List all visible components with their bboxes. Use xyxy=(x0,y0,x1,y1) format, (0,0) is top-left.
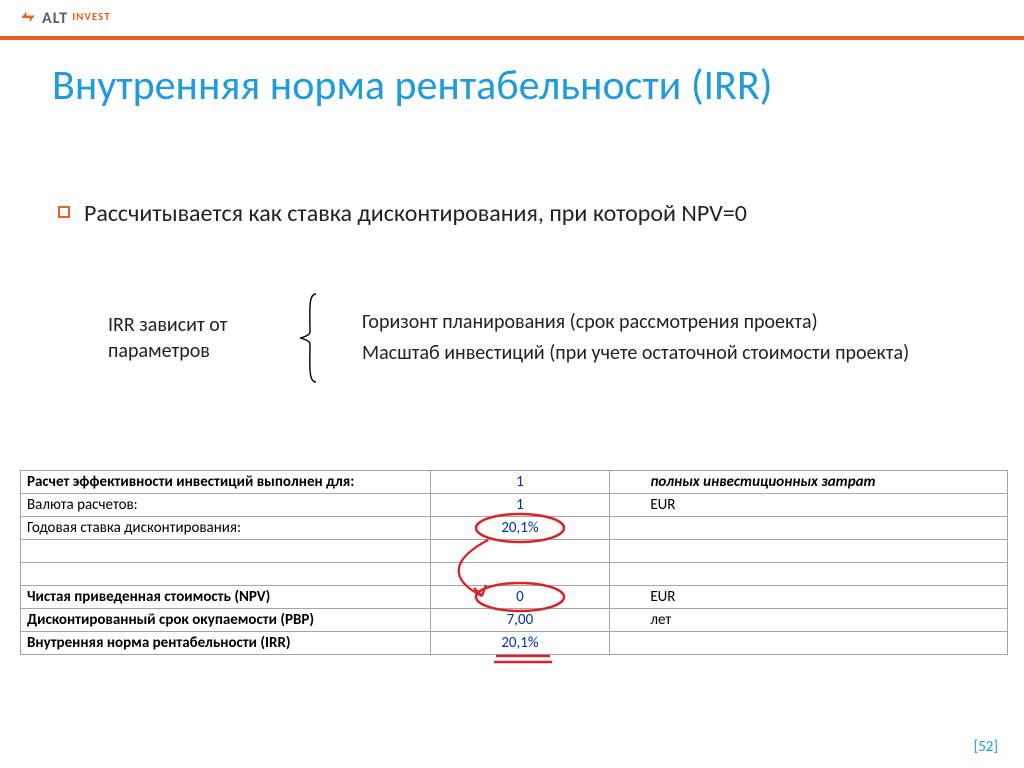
table-row: Годовая ставка дисконтирования:20,1% xyxy=(21,517,1008,540)
row-unit: полных инвестиционных затрат xyxy=(610,471,1008,494)
param-line-2: Масштаб инвестиций (при учете остаточной… xyxy=(362,338,909,369)
page-number: [52] xyxy=(974,738,998,756)
row-label: Валюта расчетов: xyxy=(21,494,431,517)
table-row: Валюта расчетов:1EUR xyxy=(21,494,1008,517)
main-bullet: Рассчитывается как ставка дисконтировани… xyxy=(58,198,966,230)
header-bar: ALT INVEST xyxy=(0,0,1024,40)
row-label xyxy=(21,540,431,563)
table-row: Дисконтированный срок окупаемости (PBP)7… xyxy=(21,609,1008,632)
table-row xyxy=(21,563,1008,586)
table-row xyxy=(21,540,1008,563)
row-label: Расчет эффективности инвестиций выполнен… xyxy=(21,471,431,494)
row-value xyxy=(430,540,610,563)
logo: ALT INVEST xyxy=(18,8,111,28)
row-value: 20,1% xyxy=(430,632,610,655)
row-value: 0 xyxy=(430,586,610,609)
logo-text-invest: INVEST xyxy=(72,10,110,23)
calc-table: Расчет эффективности инвестиций выполнен… xyxy=(20,470,1008,655)
bullet-icon xyxy=(58,206,70,218)
row-value xyxy=(430,563,610,586)
slide-title: Внутренняя норма рентабельности (IRR) xyxy=(52,62,972,110)
row-value: 7,00 xyxy=(430,609,610,632)
row-label: Внутренняя норма рентабельности (IRR) xyxy=(21,632,431,655)
row-label: Годовая ставка дисконтирования: xyxy=(21,517,431,540)
row-label: Чистая приведенная стоимость (NPV) xyxy=(21,586,431,609)
params-label: IRR зависит от параметров xyxy=(108,312,258,364)
row-unit: EUR xyxy=(610,494,1008,517)
table-row: Расчет эффективности инвестиций выполнен… xyxy=(21,471,1008,494)
row-value: 1 xyxy=(430,471,610,494)
row-unit xyxy=(610,540,1008,563)
row-unit: EUR xyxy=(610,586,1008,609)
row-unit xyxy=(610,563,1008,586)
row-unit xyxy=(610,632,1008,655)
row-unit: лет xyxy=(610,609,1008,632)
row-unit xyxy=(610,517,1008,540)
param-line-1: Горизонт планирования (срок рассмотрения… xyxy=(362,307,909,338)
row-label: Дисконтированный срок окупаемости (PBP) xyxy=(21,609,431,632)
logo-icon xyxy=(18,8,38,28)
logo-text-alt: ALT xyxy=(42,9,68,28)
row-label xyxy=(21,563,431,586)
table-row: Чистая приведенная стоимость (NPV)0EUR xyxy=(21,586,1008,609)
params-block: IRR зависит от параметров Горизонт плани… xyxy=(108,292,956,384)
bullet-text: Рассчитывается как ставка дисконтировани… xyxy=(84,198,747,230)
table-row: Внутренняя норма рентабельности (IRR)20,… xyxy=(21,632,1008,655)
brace-icon xyxy=(298,292,322,384)
params-lines: Горизонт планирования (срок рассмотрения… xyxy=(362,307,909,369)
row-value: 20,1% xyxy=(430,517,610,540)
row-value: 1 xyxy=(430,494,610,517)
